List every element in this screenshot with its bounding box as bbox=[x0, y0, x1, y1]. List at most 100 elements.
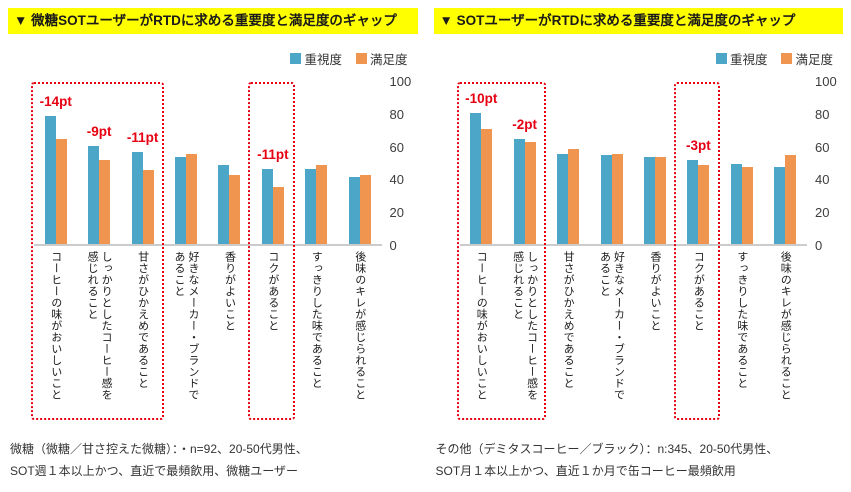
y-axis-tick-label: 60 bbox=[389, 139, 404, 155]
source-note-line2: SOT週１本以上かつ、直近で最頻飲用、微糖ユーザー bbox=[10, 464, 298, 478]
category-label: しっかりとしたコーヒー感を感じれること bbox=[86, 251, 113, 401]
plot-area: -14pt -9pt -11pt -11pt bbox=[34, 82, 382, 246]
gap-annotation: -3pt bbox=[686, 138, 711, 154]
category-label-cell: コーヒーの味がおいしいこと bbox=[34, 251, 77, 418]
importance-bar bbox=[643, 157, 655, 244]
bar-group bbox=[164, 82, 207, 244]
gap-annotation: -10pt bbox=[465, 90, 498, 106]
importance-bar bbox=[175, 157, 187, 244]
legend-label-importance: 重視度 bbox=[304, 53, 342, 67]
importance-swatch-icon bbox=[715, 53, 727, 64]
bar-group bbox=[590, 82, 633, 244]
category-label: 香りがよいこと bbox=[223, 251, 236, 332]
importance-bar bbox=[305, 169, 317, 244]
y-axis-tick-label: 80 bbox=[815, 106, 830, 122]
y-axis-tick-label: 40 bbox=[389, 172, 404, 188]
importance-bar bbox=[730, 164, 742, 244]
category-label: 後味のキレが感じられること bbox=[779, 251, 792, 401]
source-note-line2: SOT月１本以上かつ、直近１か月で缶コーヒー最頻飲用 bbox=[435, 464, 736, 478]
legend-label-satisfaction: 満足度 bbox=[795, 53, 833, 67]
satisfaction-swatch-icon bbox=[781, 53, 793, 64]
satisfaction-bar bbox=[481, 129, 493, 244]
satisfaction-bar bbox=[611, 154, 623, 244]
category-labels: コーヒーの味がおいしいこと しっかりとしたコーヒー感を感じれること 甘さがひかえめで… bbox=[460, 246, 808, 418]
bar-group bbox=[77, 82, 120, 244]
category-label: コーヒーの味がおいしいこと bbox=[49, 251, 62, 401]
importance-bar bbox=[131, 152, 143, 244]
chart-area: -14pt -9pt -11pt -11pt コーヒーの味がおいしいこと しっかりとした… bbox=[31, 74, 418, 420]
category-label-cell: すっきりした味であること bbox=[720, 251, 763, 418]
bar-group bbox=[764, 82, 807, 244]
category-label-cell: しっかりとしたコーヒー感を感じれること bbox=[77, 251, 120, 418]
y-axis: 100 80 60 40 20 0 bbox=[807, 74, 843, 253]
category-label: 甘さがひかえめであること bbox=[136, 251, 149, 389]
bar-group bbox=[121, 82, 164, 244]
bar-group bbox=[208, 82, 251, 244]
satisfaction-bar bbox=[316, 165, 328, 244]
gap-annotation: -9pt bbox=[86, 123, 112, 139]
bar-group bbox=[503, 82, 546, 244]
category-label-cell: すっきりした味であること bbox=[295, 251, 338, 418]
satisfaction-bar bbox=[785, 155, 797, 244]
category-labels: コーヒーの味がおいしいこと しっかりとしたコーヒー感を感じれること 甘さがひかえめで… bbox=[34, 246, 382, 418]
left-chart-panel: ▼ 微糖SOTユーザーがRTDに求める重要度と満足度のギャップ 重視度 満足度 … bbox=[8, 8, 418, 482]
gap-annotation: -11pt bbox=[126, 130, 159, 146]
legend-item-satisfaction: 満足度 bbox=[781, 49, 833, 68]
y-axis-tick-label: 0 bbox=[815, 238, 823, 253]
satisfaction-bar bbox=[654, 157, 666, 244]
right-chart-panel: ▼ SOTユーザーがRTDに求める重要度と満足度のギャップ 重視度 満足度 -1… bbox=[426, 0, 851, 492]
bar-group bbox=[460, 82, 503, 244]
y-axis-tick-label: 0 bbox=[389, 238, 397, 253]
category-label: 後味のキレが感じられること bbox=[353, 251, 366, 401]
y-axis-tick-label: 100 bbox=[389, 74, 412, 89]
chart-title: ▼ 微糖SOTユーザーがRTDに求める重要度と満足度のギャップ bbox=[8, 8, 418, 34]
legend: 重視度 満足度 bbox=[434, 49, 833, 68]
y-axis-tick-label: 80 bbox=[389, 106, 404, 122]
importance-bar bbox=[600, 155, 612, 244]
importance-bar bbox=[774, 167, 786, 244]
source-note: その他（デミタスコーヒー／ブラック）：n:345、20-50代男性、 SOT月１… bbox=[434, 438, 844, 482]
category-label-cell: 香りがよいこと bbox=[208, 251, 251, 418]
importance-bar bbox=[513, 139, 525, 244]
importance-swatch-icon bbox=[290, 53, 302, 64]
category-label-cell: コクがあること bbox=[677, 251, 720, 418]
importance-bar bbox=[88, 146, 100, 244]
source-note-line1: 微糖（微糖／甘さ控えた微糖）：・n=92、20-50代男性、 bbox=[10, 442, 308, 456]
category-label-cell: しっかりとしたコーヒー感を感じれること bbox=[503, 251, 546, 418]
category-label: 好きなメーカー・ブランドであること bbox=[173, 251, 200, 401]
importance-bar bbox=[348, 177, 360, 244]
satisfaction-bar bbox=[568, 149, 580, 244]
y-axis-tick-label: 20 bbox=[815, 205, 830, 221]
category-label: コーヒーの味がおいしいこと bbox=[475, 251, 488, 401]
category-label: しっかりとしたコーヒー感を感じれること bbox=[511, 251, 538, 401]
category-label: コクがあること bbox=[266, 251, 279, 332]
satisfaction-bar bbox=[142, 170, 154, 244]
bar-group bbox=[338, 82, 381, 244]
chart-area: -10pt -2pt -3pt コーヒーの味がおいしいこと しっかりとしたコーヒー感を… bbox=[456, 74, 844, 420]
importance-bar bbox=[44, 116, 56, 244]
satisfaction-bar bbox=[186, 154, 198, 244]
category-label: 好きなメーカー・ブランドであること bbox=[598, 251, 625, 401]
y-axis-tick-label: 40 bbox=[815, 172, 830, 188]
satisfaction-bar bbox=[55, 139, 67, 244]
y-axis: 100 80 60 40 20 0 bbox=[382, 74, 418, 253]
y-axis-tick-label: 100 bbox=[815, 74, 837, 89]
gap-annotation: -11pt bbox=[257, 146, 289, 162]
source-note-line1: その他（デミタスコーヒー／ブラック）：n:345、20-50代男性、 bbox=[435, 442, 779, 456]
legend-item-importance: 重視度 bbox=[290, 49, 342, 68]
category-label-cell: コクがあること bbox=[251, 251, 294, 418]
bar-group bbox=[546, 82, 589, 244]
category-label: 香りがよいこと bbox=[648, 251, 661, 332]
source-note: 微糖（微糖／甘さ控えた微糖）：・n=92、20-50代男性、 SOT週１本以上か… bbox=[8, 438, 418, 482]
category-label-cell: 香りがよいこと bbox=[633, 251, 676, 418]
category-label-cell: 好きなメーカー・ブランドであること bbox=[164, 251, 207, 418]
category-label-cell: 甘さがひかえめであること bbox=[546, 251, 589, 418]
importance-bar bbox=[557, 154, 569, 244]
importance-bar bbox=[470, 113, 482, 244]
bar-group bbox=[251, 82, 294, 244]
category-label-cell: 後味のキレが感じられること bbox=[338, 251, 381, 418]
legend-item-satisfaction: 満足度 bbox=[355, 49, 408, 68]
y-axis-tick-label: 20 bbox=[389, 205, 404, 221]
satisfaction-bar bbox=[272, 187, 284, 244]
